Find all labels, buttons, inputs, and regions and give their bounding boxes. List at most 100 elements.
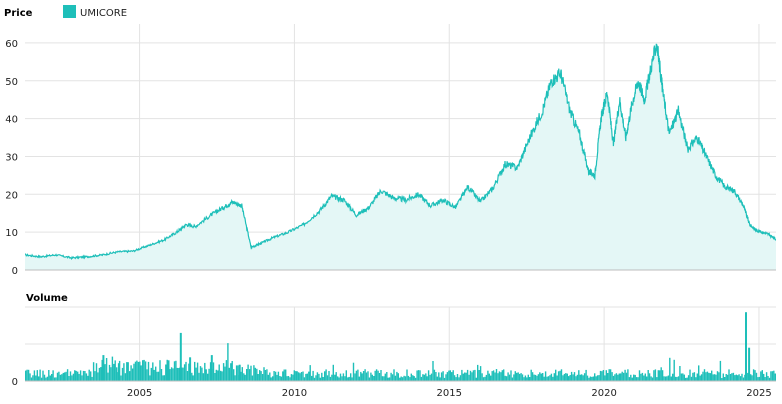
volume-bar bbox=[264, 370, 267, 381]
volume-bar bbox=[371, 374, 373, 381]
volume-bar bbox=[144, 361, 147, 381]
volume-bar bbox=[269, 372, 271, 381]
volume-bar bbox=[518, 373, 521, 381]
volume-bar bbox=[537, 374, 540, 381]
volume-bar bbox=[337, 376, 339, 381]
volume-bar bbox=[478, 370, 480, 381]
volume-bar bbox=[718, 372, 720, 381]
volume-bar bbox=[768, 377, 771, 381]
volume-bar bbox=[732, 372, 735, 381]
volume-bar bbox=[266, 369, 268, 381]
volume-bar bbox=[274, 371, 277, 381]
volume-bar bbox=[547, 376, 550, 381]
volume-bar bbox=[494, 372, 496, 381]
volume-bar bbox=[721, 378, 723, 381]
x-tick-label: 2020 bbox=[591, 388, 616, 399]
volume-bar bbox=[91, 376, 93, 381]
volume-bar bbox=[448, 370, 450, 381]
volume-bar bbox=[360, 371, 362, 381]
volume-bar bbox=[72, 373, 75, 381]
volume-bar bbox=[289, 377, 291, 381]
volume-bar bbox=[192, 375, 194, 381]
volume-bar bbox=[560, 369, 563, 381]
volume-bar bbox=[771, 371, 774, 381]
volume-bar bbox=[530, 369, 532, 381]
volume-bar bbox=[687, 375, 690, 381]
volume-bar bbox=[417, 370, 420, 381]
volume-bar bbox=[321, 372, 323, 381]
volume-bar bbox=[490, 375, 492, 381]
volume-bar bbox=[396, 371, 398, 381]
volume-bar bbox=[594, 373, 596, 381]
volume-bar bbox=[634, 374, 636, 381]
volume-bar bbox=[578, 370, 580, 381]
volume-bar bbox=[123, 363, 125, 381]
volume-bar bbox=[175, 360, 177, 381]
volume-bar bbox=[309, 365, 311, 381]
volume-bar bbox=[185, 361, 187, 381]
legend-label-umicore[interactable]: UMICORE bbox=[80, 8, 127, 19]
volume-bar bbox=[313, 377, 316, 381]
volume-bar bbox=[536, 375, 538, 381]
volume-bar bbox=[124, 373, 127, 381]
volume-bar bbox=[347, 377, 349, 381]
volume-panel-title: Volume bbox=[26, 293, 68, 304]
volume-bar bbox=[553, 373, 555, 381]
volume-bar bbox=[539, 372, 541, 381]
volume-bar bbox=[218, 364, 220, 381]
volume-bar bbox=[61, 374, 63, 381]
volume-bar bbox=[273, 371, 275, 381]
volume-bar bbox=[562, 375, 564, 381]
volume-bar bbox=[43, 374, 46, 381]
volume-bar bbox=[763, 373, 765, 381]
volume-bar bbox=[29, 373, 31, 381]
volume-bar bbox=[724, 377, 726, 381]
volume-bar bbox=[596, 375, 599, 381]
volume-bar bbox=[546, 376, 548, 381]
volume-bar bbox=[388, 377, 391, 381]
volume-bar bbox=[205, 369, 207, 381]
volume-bar bbox=[377, 370, 379, 381]
volume-bar bbox=[234, 375, 236, 381]
volume-bar bbox=[202, 373, 204, 381]
price-gridlines bbox=[25, 24, 776, 270]
volume-bar bbox=[350, 373, 352, 381]
volume-bar bbox=[303, 377, 306, 381]
legend-swatch-umicore[interactable] bbox=[63, 5, 76, 18]
volume-bar bbox=[332, 364, 334, 381]
volume-bar bbox=[69, 371, 72, 381]
volume-bar bbox=[633, 374, 635, 381]
volume-bar bbox=[696, 373, 698, 381]
volume-bar bbox=[319, 377, 321, 381]
volume-bar bbox=[227, 343, 229, 381]
volume-spike-bar bbox=[117, 363, 120, 381]
volume-bar bbox=[540, 373, 542, 381]
volume-bar bbox=[527, 374, 529, 381]
volume-bar bbox=[233, 369, 235, 381]
volume-bar bbox=[420, 376, 423, 381]
volume-bar bbox=[579, 374, 581, 381]
volume-bar bbox=[407, 375, 410, 381]
volume-bar bbox=[162, 375, 164, 381]
volume-bar bbox=[589, 376, 592, 381]
volume-bar bbox=[224, 366, 226, 381]
volume-bar bbox=[475, 377, 477, 381]
volume-bar bbox=[95, 363, 98, 381]
volume-bar bbox=[439, 377, 441, 381]
volume-bar bbox=[130, 365, 132, 381]
volume-bar bbox=[298, 372, 300, 381]
volume-bar bbox=[85, 373, 88, 381]
volume-bar bbox=[107, 372, 109, 381]
volume-bar bbox=[133, 363, 135, 381]
volume-bar bbox=[669, 357, 671, 381]
volume-bar bbox=[586, 375, 589, 381]
volume-bar bbox=[466, 369, 469, 381]
volume-bar bbox=[566, 373, 568, 381]
volume-bar bbox=[670, 376, 672, 381]
volume-bar bbox=[357, 369, 359, 381]
volume-bar bbox=[738, 374, 740, 381]
volume-bar bbox=[316, 372, 319, 381]
volume-bar bbox=[53, 377, 56, 381]
volume-bar bbox=[136, 360, 138, 381]
volume-bar bbox=[575, 376, 577, 381]
